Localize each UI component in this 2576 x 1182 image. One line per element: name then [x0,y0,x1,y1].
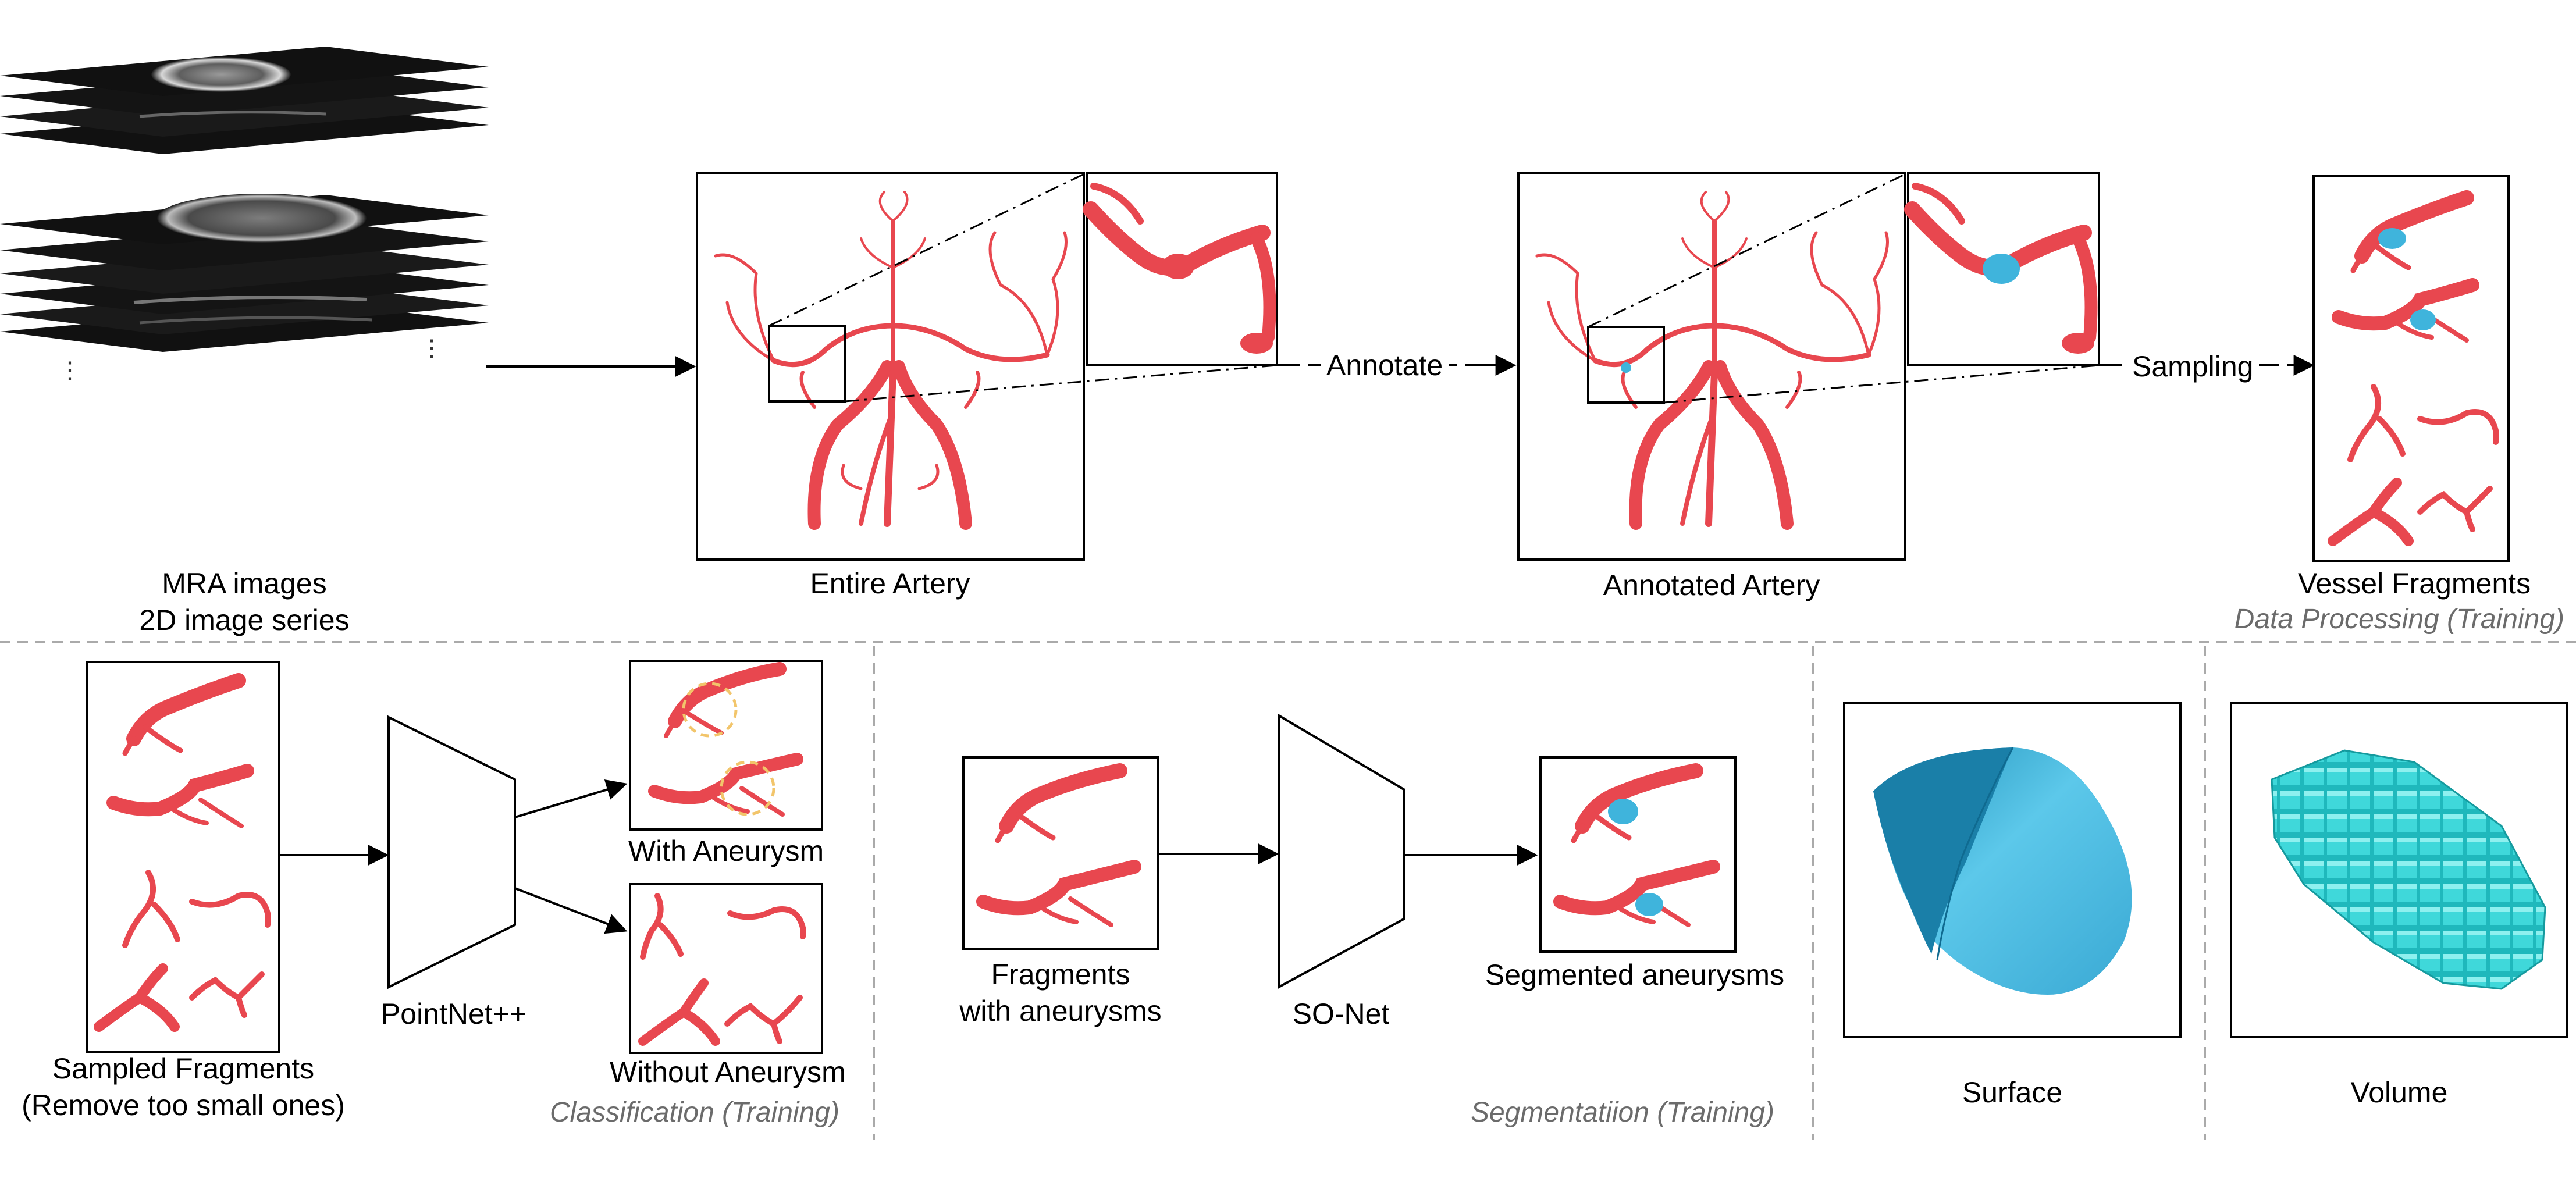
sampled-fragments-line1: Sampled Fragments [52,1052,315,1085]
surface-label: Surface [1962,1076,2063,1109]
sonet-label: SO-Net [1292,998,1390,1030]
sampled-fragments-label: Sampled Fragments (Remove too small ones… [0,1051,367,1123]
mra-image-stack: ⋮ ⋮ [0,47,489,383]
vessel-fragments-label: Vessel Fragments [2297,567,2531,600]
ellipsis-vertical-icon: ⋮ [420,336,443,361]
pointnet-network [387,715,516,989]
classification-label: Classification (Training) [550,1097,839,1128]
arrow [514,779,628,818]
volume-label: Volume [2350,1076,2448,1109]
sampling-label: Sampling [2126,349,2260,384]
aneurysm-marker [1983,254,2020,284]
mra-label-line2: 2D image series [139,603,350,636]
mri-slice [0,194,489,352]
fragments-line2: with aneurysms [959,994,1162,1027]
segmented-aneurysms-panel [1539,756,1737,953]
arrow [514,887,628,934]
annotated-artery-panel [1517,172,2100,561]
data-processing-label: Data Processing (Training) [2234,604,2564,635]
without-aneurysm-label: Without Aneurysm [610,1056,846,1088]
entire-artery-panel [696,172,1278,561]
fragments-line1: Fragments [991,958,1130,991]
segmented-aneurysms-label: Segmented aneurysms [1485,959,1785,991]
vessel-fragments-panel [2312,175,2510,562]
sonet-network [1278,713,1405,989]
artery-tree [714,191,1068,530]
volume-panel [2230,702,2568,1038]
with-aneurysm-panel [629,660,823,831]
annotate-label: Annotate [1321,348,1449,383]
sampled-fragments-line2: (Remove too small ones) [22,1088,345,1122]
sampled-fragments-panel [86,661,280,1053]
with-aneurysm-label: With Aneurysm [628,835,824,867]
without-aneurysm-panel [629,883,823,1054]
ellipsis-vertical-icon: ⋮ [58,358,81,383]
artery-tree [1535,191,1889,530]
pointnet-label: PointNet++ [380,998,527,1030]
segmentation-label: Segmentatiion (Training) [1471,1097,1775,1128]
mri-slice [0,47,489,154]
artery-zoom [1083,183,1276,354]
mra-label: MRA images 2D image series [128,565,361,638]
surface-panel [1843,702,2182,1038]
entire-artery-label: Entire Artery [810,567,970,600]
fragments-with-aneurysms-label: Fragments with aneurysms [944,956,1177,1029]
fragments-with-aneurysms-panel [962,756,1159,950]
mra-label-line1: MRA images [162,567,327,600]
annotated-artery-label: Annotated Artery [1603,569,1820,601]
